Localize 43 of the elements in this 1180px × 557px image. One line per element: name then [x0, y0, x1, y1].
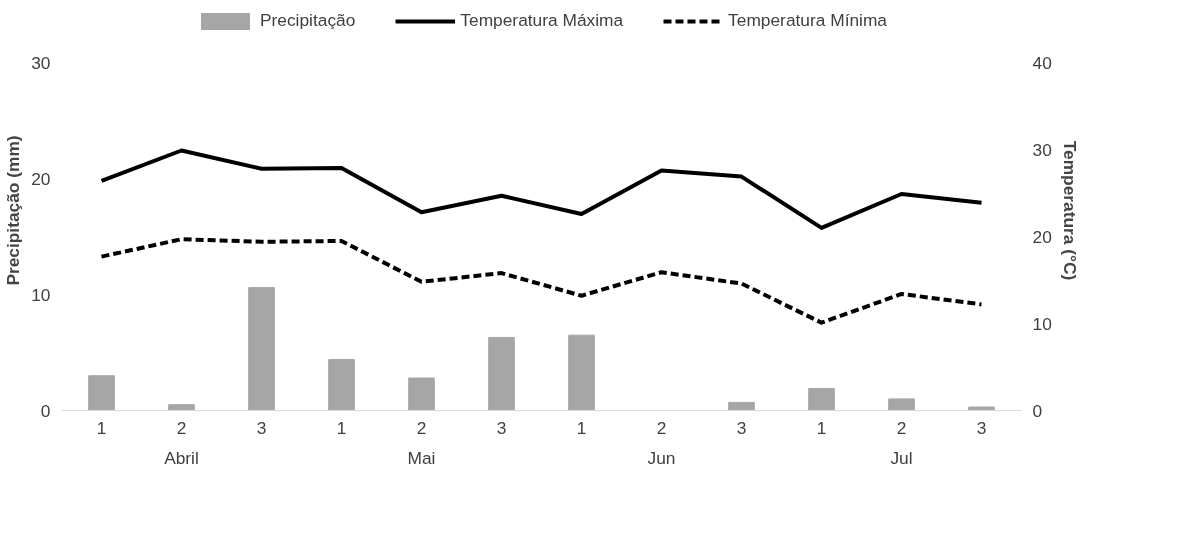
text: Mai — [407, 447, 436, 468]
y-tick-label: 20 — [31, 168, 51, 189]
x-tick-label: 2 — [416, 417, 427, 438]
y2-tick-label: 30 — [1032, 139, 1052, 160]
bar — [248, 287, 275, 411]
bar — [808, 387, 835, 411]
bar — [88, 375, 115, 411]
x-tick-label: 3 — [736, 417, 747, 438]
x-tick-label: 2 — [656, 417, 667, 438]
y2-tick-label: 20 — [1032, 226, 1052, 247]
x-tick-label: 2 — [176, 417, 187, 438]
line-series — [99, 148, 984, 230]
bar — [488, 336, 515, 411]
x-tick-label: 3 — [496, 417, 507, 438]
x-tick-label: 3 — [976, 417, 987, 438]
y2-axis-title: Temperatura (°C) — [1059, 140, 1080, 281]
bar — [168, 404, 195, 411]
text: Abril — [164, 447, 199, 468]
y2-tick-label: 0 — [1032, 400, 1043, 421]
y-tick-label: 0 — [40, 400, 51, 421]
x-tick-label: 2 — [896, 417, 907, 438]
legend-label: Temperatura Mínima — [728, 10, 888, 31]
x-tick-label: 1 — [576, 417, 587, 438]
bar — [728, 401, 755, 411]
line-series — [99, 237, 984, 325]
x-tick-label: 1 — [336, 417, 347, 438]
bar — [328, 358, 355, 411]
bar — [408, 377, 435, 411]
bar — [888, 398, 915, 411]
bar — [968, 406, 995, 411]
text: Jul — [890, 447, 913, 468]
legend-label: Temperatura Máxima — [460, 10, 624, 31]
y-axis-title: Precipitação (mm) — [3, 135, 24, 286]
x-tick-label: 1 — [816, 417, 827, 438]
y-tick-label: 30 — [31, 52, 51, 73]
text: Jun — [647, 447, 676, 468]
y-tick-label: 10 — [31, 284, 51, 305]
y2-tick-label: 10 — [1032, 313, 1052, 334]
x-tick-label: 1 — [96, 417, 107, 438]
bar — [568, 334, 595, 411]
x-tick-label: 3 — [256, 417, 267, 438]
legend-label: Precipitação — [259, 10, 356, 31]
y2-tick-label: 40 — [1032, 52, 1052, 73]
